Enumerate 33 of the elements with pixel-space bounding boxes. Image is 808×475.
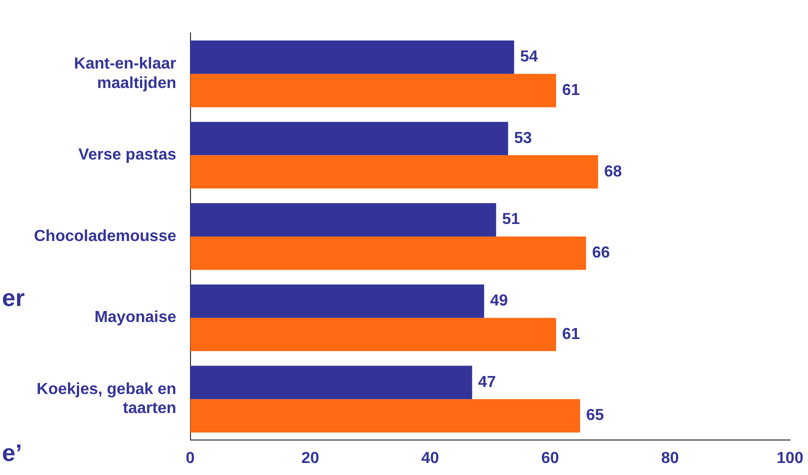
text: e’ xyxy=(2,440,22,468)
bar xyxy=(190,74,556,108)
bar xyxy=(190,399,580,432)
data-label: 61 xyxy=(562,326,580,343)
data-label: 49 xyxy=(490,292,508,310)
y-tick-label: Kant-en-klaar maaltijden xyxy=(74,56,176,92)
data-label: 61 xyxy=(562,82,580,99)
bar xyxy=(190,318,556,352)
data-label: 47 xyxy=(478,374,496,391)
bar xyxy=(190,155,598,189)
x-tick-label: 80 xyxy=(661,450,680,467)
data-label: 66 xyxy=(592,244,610,262)
data-label: 68 xyxy=(604,163,622,180)
data-label: 65 xyxy=(586,407,604,424)
data-label: 54 xyxy=(520,48,538,66)
bar xyxy=(190,203,496,236)
bar xyxy=(190,40,514,74)
data-label: 51 xyxy=(502,211,520,228)
y-tick-label: Mayonaise xyxy=(94,309,176,326)
x-tick-label: 40 xyxy=(421,450,440,467)
x-tick-label: 20 xyxy=(301,450,320,467)
bar xyxy=(190,236,586,270)
x-tick-label: 0 xyxy=(186,450,195,467)
x-tick-label: 100 xyxy=(776,450,804,467)
y-tick-label: Verse pastas xyxy=(78,146,176,164)
data-label: 53 xyxy=(514,130,532,147)
bar xyxy=(190,284,484,318)
y-tick-label: Koekjes, gebak en taarten xyxy=(36,380,176,418)
bar xyxy=(190,366,472,400)
bar xyxy=(190,122,508,156)
y-tick-label: Chocolademousse xyxy=(34,228,176,245)
x-tick-label: 60 xyxy=(541,450,560,467)
text: er xyxy=(2,285,25,313)
